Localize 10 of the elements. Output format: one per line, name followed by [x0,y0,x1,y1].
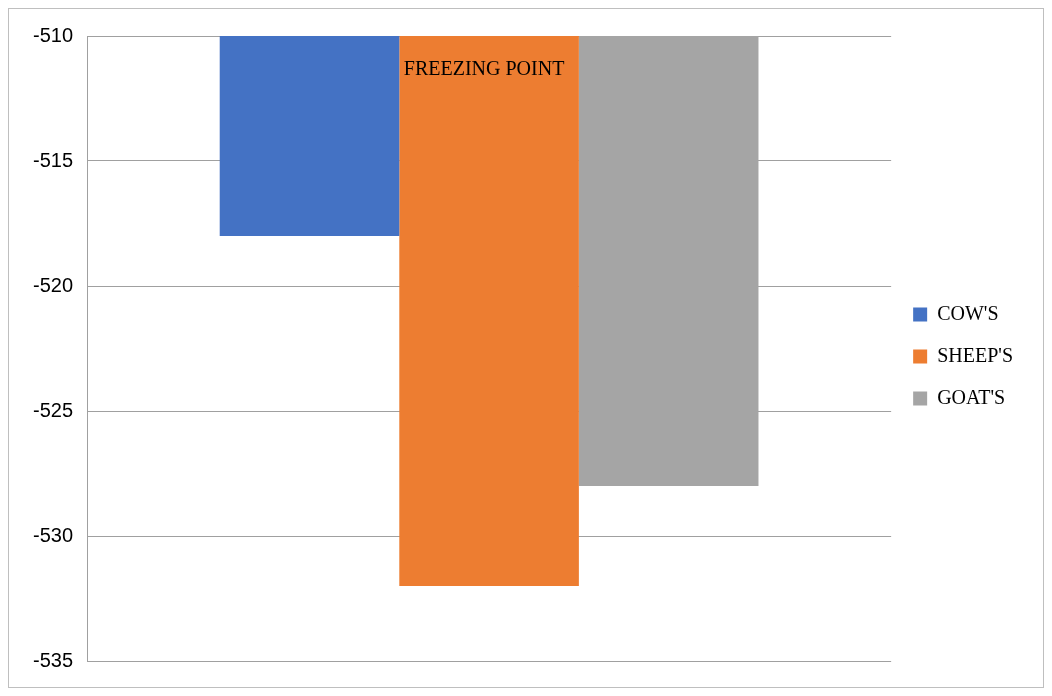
y-tick-label: -510 [33,23,74,46]
y-tick-label: -520 [33,273,74,296]
y-tick-label: -515 [33,148,74,171]
y-tick-label: -535 [33,648,74,671]
legend-label: SHEEP'S [937,343,1014,366]
legend-label: COW'S [937,301,999,324]
legend-label: GOAT'S [937,385,1006,408]
y-tick-label: -530 [33,523,74,546]
y-tick-label: -525 [33,398,74,421]
text: FREEZING POINT [403,57,565,80]
